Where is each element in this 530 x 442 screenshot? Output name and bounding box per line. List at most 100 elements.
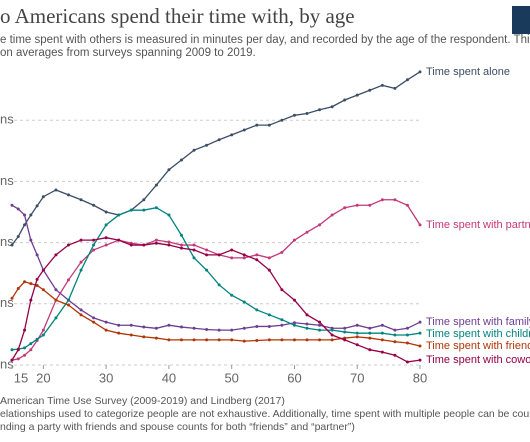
point <box>405 333 409 337</box>
series-line <box>11 237 421 363</box>
point <box>35 204 39 208</box>
point <box>393 333 397 337</box>
note: elationships used to categorize people a… <box>0 408 530 420</box>
point <box>305 338 309 342</box>
point <box>280 338 284 342</box>
point <box>343 206 347 210</box>
point <box>92 316 96 320</box>
point <box>41 195 45 199</box>
point <box>418 320 422 324</box>
point <box>79 260 83 264</box>
point <box>92 243 96 247</box>
point <box>280 288 284 292</box>
point <box>192 248 196 252</box>
point <box>29 348 33 352</box>
point <box>305 322 309 326</box>
point <box>92 248 96 252</box>
point <box>179 233 183 237</box>
point <box>16 207 20 211</box>
point <box>154 183 158 187</box>
point <box>318 108 322 112</box>
series-line <box>11 207 421 351</box>
point <box>142 198 146 202</box>
point <box>104 328 108 332</box>
point <box>205 248 209 252</box>
point <box>205 253 209 257</box>
point <box>117 238 121 242</box>
point <box>205 268 209 272</box>
point <box>79 308 83 312</box>
point <box>267 324 271 328</box>
point <box>242 326 246 330</box>
point <box>242 339 246 343</box>
point <box>355 343 359 347</box>
y-tick-label: ns <box>0 234 14 249</box>
point <box>267 338 271 342</box>
point <box>380 338 384 342</box>
point <box>318 328 322 332</box>
point <box>129 243 133 247</box>
point <box>179 246 183 250</box>
point <box>154 241 158 245</box>
point <box>205 328 209 332</box>
point <box>405 326 409 330</box>
point <box>217 138 221 142</box>
point <box>267 313 271 317</box>
point <box>343 326 347 330</box>
point <box>66 298 70 302</box>
point <box>330 328 334 332</box>
point <box>92 203 96 207</box>
point <box>405 360 409 364</box>
point <box>343 330 347 334</box>
point <box>54 316 58 320</box>
point <box>418 70 422 74</box>
series-line <box>11 281 421 347</box>
point <box>330 338 334 342</box>
point <box>267 268 271 272</box>
point <box>154 238 158 242</box>
point <box>242 128 246 132</box>
point <box>35 283 39 287</box>
point <box>418 223 422 227</box>
point <box>41 333 45 337</box>
point <box>305 111 309 115</box>
point <box>104 243 108 247</box>
point <box>230 133 234 137</box>
point <box>192 256 196 260</box>
point <box>280 323 284 327</box>
point <box>217 328 221 332</box>
point <box>29 238 33 242</box>
point <box>29 298 33 302</box>
point <box>393 86 397 90</box>
point <box>292 298 296 302</box>
point <box>380 331 384 335</box>
point <box>292 338 296 342</box>
point <box>393 340 397 344</box>
y-tick-label: ns <box>0 173 14 188</box>
point <box>255 339 259 343</box>
point <box>35 277 39 281</box>
point <box>368 336 372 340</box>
point <box>355 323 359 327</box>
point <box>292 238 296 242</box>
point <box>104 320 108 324</box>
point <box>10 296 14 300</box>
point <box>217 253 221 257</box>
legend-label: Time spent with friends <box>426 340 530 352</box>
point <box>318 338 322 342</box>
point <box>129 323 133 327</box>
point <box>355 93 359 97</box>
chart-title: o Americans spend their time with, by ag… <box>0 4 355 28</box>
point <box>35 337 39 341</box>
point <box>305 230 309 234</box>
point <box>380 198 384 202</box>
x-tick-label: 15 <box>14 370 28 385</box>
point <box>230 293 234 297</box>
point <box>79 238 83 242</box>
point <box>29 342 33 346</box>
point <box>192 326 196 330</box>
point <box>54 253 58 257</box>
legend-label: Time spent alone <box>426 66 510 78</box>
point <box>167 240 171 244</box>
point <box>393 353 397 357</box>
